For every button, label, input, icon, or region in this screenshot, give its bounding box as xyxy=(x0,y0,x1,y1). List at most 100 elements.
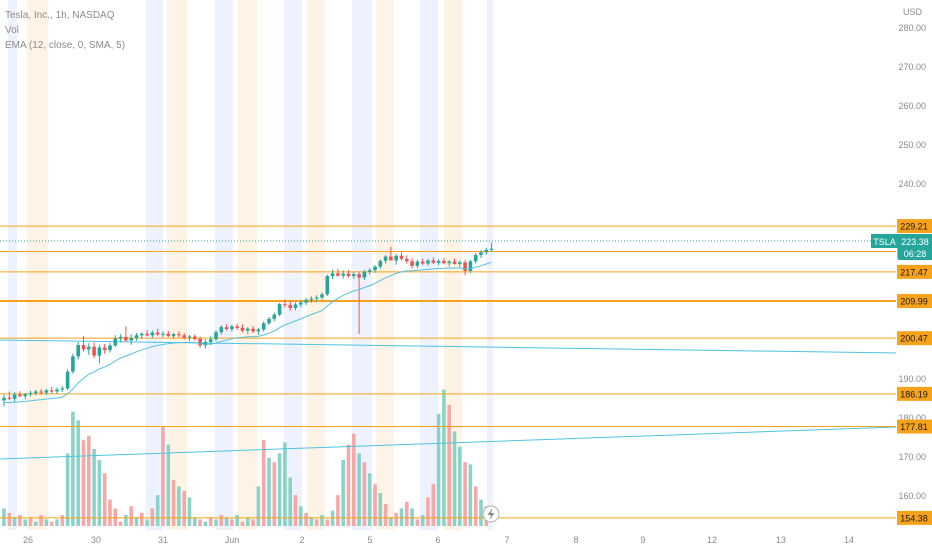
candle-body xyxy=(193,336,197,339)
candle-body xyxy=(261,323,266,330)
candle-body xyxy=(49,390,54,392)
level-label-box xyxy=(897,331,932,346)
candle-body xyxy=(489,248,494,250)
level-label-box xyxy=(897,419,932,434)
candle-body xyxy=(108,345,112,351)
candle-body xyxy=(251,328,255,332)
price-tick: 240.00 xyxy=(898,179,926,189)
price-axis-ticks: 280.00 270.00 260.00 250.00 240.00 190.00 180.… xyxy=(898,23,926,501)
candle-body xyxy=(299,302,303,305)
level-label: 200.47 xyxy=(900,334,928,344)
volume-bar xyxy=(431,484,436,526)
ticker-price: 223.38 xyxy=(901,237,929,247)
level-label: 229.21 xyxy=(900,222,928,232)
lightning-icon[interactable] xyxy=(482,505,500,523)
volume-bar xyxy=(288,477,292,526)
candle-body xyxy=(320,294,324,298)
volume-bar xyxy=(71,411,75,526)
time-tick: 7 xyxy=(504,535,509,545)
volume-bar xyxy=(420,515,425,526)
trendline-lower[interactable] xyxy=(0,426,897,460)
trendlines[interactable] xyxy=(0,339,897,460)
volume-bar xyxy=(39,515,43,526)
volume-bar xyxy=(309,517,314,526)
candle-body xyxy=(288,304,292,309)
volume-bar xyxy=(415,519,420,526)
candle-body xyxy=(420,261,425,264)
time-axis[interactable] xyxy=(0,530,896,550)
volume-bar xyxy=(256,486,261,526)
volume-bar xyxy=(463,462,467,526)
candle-body xyxy=(55,389,59,392)
level-label: 177.81 xyxy=(900,422,928,432)
volume-bar xyxy=(60,515,65,526)
level-label-box xyxy=(897,219,932,234)
volume-bar xyxy=(34,521,38,526)
time-tick: 12 xyxy=(707,535,717,545)
volume-bar xyxy=(49,521,54,526)
candle-body xyxy=(81,345,86,350)
volume-bar xyxy=(367,473,372,526)
legend-volume[interactable]: Vol xyxy=(5,25,19,36)
volume-bar xyxy=(2,508,6,526)
time-tick: Jun xyxy=(225,535,240,545)
price-tick: 160.00 xyxy=(898,491,926,501)
candle-body xyxy=(219,327,224,333)
candle-body xyxy=(458,262,462,264)
volume-bar xyxy=(23,519,27,526)
volume-bar xyxy=(230,519,234,526)
time-tick: 13 xyxy=(776,535,786,545)
candle-body xyxy=(97,347,102,356)
volume-bar xyxy=(468,464,473,526)
volume-bar xyxy=(346,444,351,526)
level-price-labels: 229.21222.70217.47209.99200.47186.19177.… xyxy=(897,219,932,525)
candle-body xyxy=(39,391,43,393)
candle-body xyxy=(155,332,160,335)
time-tick: 31 xyxy=(158,535,168,545)
candle-body xyxy=(214,332,218,340)
level-label: 186.19 xyxy=(900,389,928,399)
price-tick: 280.00 xyxy=(898,23,926,33)
volume-bar xyxy=(336,495,340,526)
candle-body xyxy=(325,276,330,295)
horizontal-levels[interactable] xyxy=(0,225,896,519)
candle-body xyxy=(283,304,287,306)
volume-bar xyxy=(378,493,383,526)
session-shading xyxy=(8,0,493,530)
candle-body xyxy=(309,298,314,300)
candle-body xyxy=(134,335,139,339)
ticker-badge[interactable]: TSLA 223.38 06:28 xyxy=(871,234,932,260)
volume-bar xyxy=(389,517,393,526)
volume-bar xyxy=(399,508,404,526)
time-axis-ticks: 26 30 31 Jun 2 5 6 7 8 9 12 13 14 xyxy=(23,535,854,545)
legend-ema[interactable]: EMA (12, close, 0, SMA, 5) xyxy=(5,40,126,51)
candle-body xyxy=(452,261,457,264)
session-band-12 xyxy=(487,0,493,530)
volume-bar xyxy=(208,517,213,526)
candle-body xyxy=(71,356,75,372)
legend-symbol[interactable]: Tesla, Inc., 1h, NASDAQ xyxy=(5,10,115,21)
candle-body xyxy=(463,262,467,271)
candle-body xyxy=(18,394,22,397)
volume-bar xyxy=(150,508,155,526)
price-tick: 250.00 xyxy=(898,140,926,150)
candle-body xyxy=(124,336,128,341)
volume-bar xyxy=(314,519,319,526)
volume-bar xyxy=(410,508,414,526)
volume-bar xyxy=(44,519,49,526)
trendline-upper[interactable] xyxy=(0,339,897,354)
session-band-11 xyxy=(444,0,462,530)
volume-bar xyxy=(12,517,17,526)
volume-bar xyxy=(352,433,356,526)
candle-body xyxy=(208,339,213,342)
session-band-8 xyxy=(352,0,372,530)
time-tick: 26 xyxy=(23,535,33,545)
time-tick: 9 xyxy=(640,535,645,545)
price-tick: 170.00 xyxy=(898,452,926,462)
volume-bar xyxy=(373,484,377,526)
candlesticks xyxy=(2,242,494,407)
level-label-box xyxy=(897,386,932,401)
candle-body xyxy=(479,252,483,255)
